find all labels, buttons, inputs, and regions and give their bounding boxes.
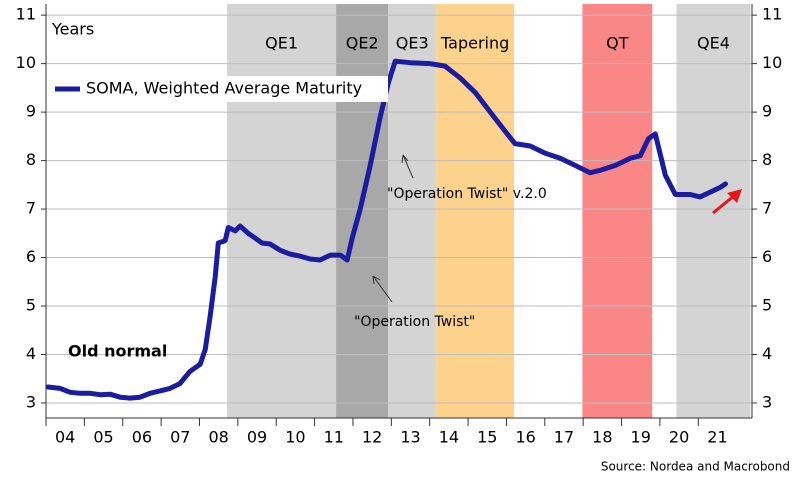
x-tick-label: 14 [439,428,459,447]
y2-tick-label: 9 [762,102,772,121]
y2-tick-label: 11 [762,5,782,24]
region [436,4,515,418]
x-tick-label: 17 [554,428,574,447]
x-tick-label: 12 [362,428,382,447]
y-tick-label: 5 [26,296,36,315]
annotation-arrowhead [401,154,409,164]
x-tick-label: 06 [132,428,152,447]
trend-arrow [712,193,736,215]
y-tick-label: 9 [26,102,36,121]
series-line [45,58,728,401]
background-layer [41,4,757,426]
legend-box [50,76,388,102]
y2-tick-label: 6 [762,247,772,266]
annotation-arrow [402,154,414,179]
x-tick-label: 18 [592,428,612,447]
y-tick-label: 8 [26,150,36,169]
x-tick-label: 16 [515,428,535,447]
y-axis-label: Years [51,20,94,39]
x-tick-label: 15 [477,428,497,447]
y2-tick-label: 8 [762,150,772,169]
y-tick-label: 10 [16,53,36,72]
source: Source: Nordea and Macrobond [601,460,790,474]
y2-tick-label: 10 [762,53,782,72]
annotation-arrow [372,275,393,303]
region-label: QE1 [265,34,298,53]
x-tick-label: 19 [631,428,651,447]
y-tick-label: 4 [26,344,36,363]
y-tick-label: 11 [16,5,36,24]
x-tick-label: 09 [247,428,267,447]
x-tick-label: 08 [208,428,228,447]
y2-tick-label: 4 [762,344,772,363]
region [582,4,653,418]
region-label: Tapering [440,34,509,53]
region-label: QT [606,34,629,53]
y-tick-label: 6 [26,247,36,266]
x-tick-label: 21 [707,428,727,447]
region-label: QE3 [396,34,429,53]
annotation: "Operation Twist" v.2.0 [387,186,547,202]
x-tick-label: 20 [669,428,689,447]
region [388,4,437,418]
region-label: QE2 [346,34,379,53]
annotation-arrowhead [372,275,381,285]
y2-tick-label: 7 [762,199,772,218]
x-tick-label: 07 [170,428,190,447]
x-tick-label: 10 [285,428,305,447]
y2-tick-label: 5 [762,296,772,315]
annotation: "Operation Twist" [354,314,475,330]
y-tick-label: 3 [26,392,36,411]
data-layer: QE1 QE2 QE3 Tapering QT QE4 3 4 5 6 7 8 9 10 11 3 4 5 6 7 8 9… [16,5,783,447]
x-tick-label: 11 [324,428,344,447]
region-label: QE4 [697,34,730,53]
annotation: Old normal [68,342,167,361]
x-tick-label: 04 [55,428,75,447]
y2-tick-label: 3 [762,392,772,411]
region [227,4,337,418]
trend-arrowhead [727,189,742,203]
y-tick-label: 7 [26,199,36,218]
x-tick-label: 13 [400,428,420,447]
x-tick-label: 05 [93,428,113,447]
legend-label: SOMA, Weighted Average Maturity [86,79,362,98]
